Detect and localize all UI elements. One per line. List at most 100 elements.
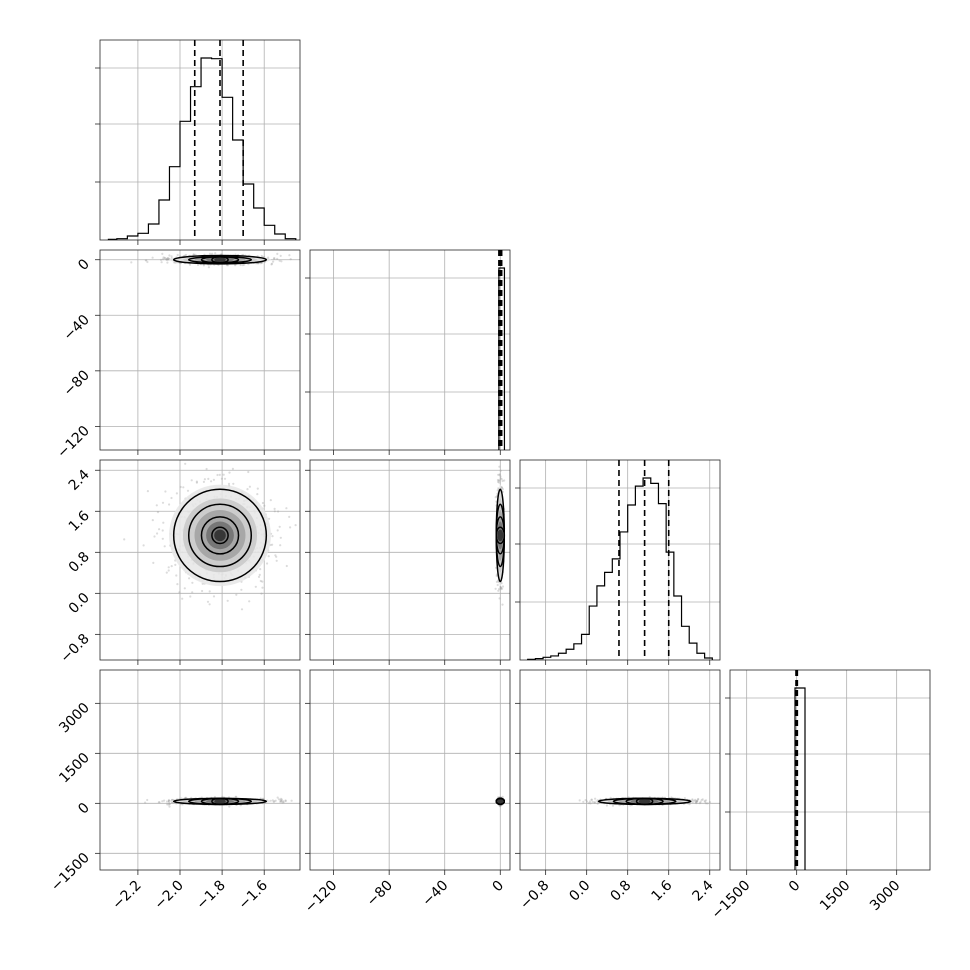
sample-point bbox=[190, 479, 193, 482]
sample-point bbox=[289, 526, 292, 529]
sample-point bbox=[165, 258, 168, 261]
sample-point bbox=[166, 257, 169, 260]
sample-point bbox=[271, 799, 274, 802]
sample-point bbox=[146, 260, 149, 264]
sample-point bbox=[167, 566, 170, 569]
tick-label-x-p2: −0.8 bbox=[517, 878, 552, 913]
tick-label-y-p3: 3000 bbox=[56, 700, 93, 737]
sample-point bbox=[130, 261, 133, 264]
sample-point bbox=[261, 586, 264, 589]
sample-point bbox=[212, 478, 215, 481]
sample-point bbox=[203, 478, 206, 481]
sample-point bbox=[695, 802, 698, 805]
sample-point bbox=[166, 258, 169, 261]
sample-point bbox=[157, 801, 160, 804]
sample-point bbox=[166, 261, 169, 264]
sample-point bbox=[259, 579, 262, 583]
panel-1-1 bbox=[305, 249, 511, 451]
tick-label-x-p0: −2.2 bbox=[109, 878, 144, 913]
sample-point bbox=[254, 585, 257, 588]
sample-point bbox=[161, 529, 164, 532]
sample-point bbox=[228, 471, 231, 474]
sample-point bbox=[706, 802, 709, 805]
sample-point bbox=[282, 801, 285, 804]
sample-point bbox=[499, 477, 502, 480]
sample-point bbox=[277, 510, 280, 513]
sample-point bbox=[278, 525, 281, 528]
sample-point bbox=[279, 536, 282, 539]
sample-point bbox=[222, 473, 225, 476]
sample-point bbox=[496, 480, 500, 483]
sample-point bbox=[270, 262, 274, 265]
sample-point bbox=[173, 261, 176, 264]
sample-point bbox=[221, 795, 224, 798]
panel-frame bbox=[519, 459, 721, 661]
sample-point bbox=[578, 799, 581, 802]
sample-point bbox=[167, 803, 170, 806]
sample-point bbox=[498, 473, 501, 477]
sample-point bbox=[691, 798, 694, 801]
sample-point bbox=[243, 263, 246, 266]
sample-point bbox=[704, 800, 707, 804]
sample-point bbox=[205, 467, 208, 471]
sample-point bbox=[181, 597, 184, 600]
sample-point bbox=[611, 804, 615, 807]
sample-point bbox=[144, 259, 147, 262]
sample-point bbox=[241, 264, 244, 267]
sample-point bbox=[170, 255, 173, 258]
sample-point bbox=[273, 257, 276, 260]
pair-p0-p1 bbox=[130, 252, 292, 269]
sample-point bbox=[248, 485, 251, 488]
sample-point bbox=[156, 532, 159, 535]
sample-point bbox=[159, 258, 163, 261]
sample-point bbox=[167, 569, 170, 572]
contour-3 bbox=[211, 797, 229, 806]
panel-frame bbox=[99, 459, 301, 661]
sample-point bbox=[585, 800, 589, 803]
sample-point bbox=[280, 800, 283, 803]
sample-point bbox=[494, 587, 497, 590]
sample-point bbox=[235, 795, 238, 799]
sample-point bbox=[697, 797, 700, 801]
sample-point bbox=[170, 565, 173, 568]
contour-3 bbox=[635, 797, 654, 806]
tick-label-x-p1: −120 bbox=[302, 878, 341, 917]
sample-point bbox=[185, 253, 188, 257]
sample-point bbox=[174, 563, 177, 567]
sample-point bbox=[276, 252, 279, 255]
sample-point bbox=[279, 800, 282, 803]
panel-frame bbox=[99, 249, 301, 451]
tick-label-x-p2: 1.6 bbox=[648, 877, 675, 904]
sample-point bbox=[162, 521, 165, 524]
tick-label-x-p3: 3000 bbox=[867, 878, 904, 915]
histogram-p2 bbox=[527, 477, 713, 660]
sample-point bbox=[262, 797, 265, 801]
sample-point bbox=[123, 538, 126, 541]
sample-point bbox=[498, 805, 501, 808]
sample-point bbox=[240, 588, 243, 591]
sample-point bbox=[192, 253, 195, 256]
sample-point bbox=[275, 559, 278, 562]
panel-3-1 bbox=[309, 669, 511, 871]
sample-point bbox=[189, 595, 192, 598]
sample-point bbox=[289, 258, 292, 261]
sample-point bbox=[278, 259, 281, 262]
sample-point bbox=[497, 479, 500, 482]
sample-point bbox=[274, 554, 277, 557]
sample-point bbox=[218, 473, 221, 476]
sample-point bbox=[175, 492, 178, 495]
panel-frame bbox=[99, 669, 301, 871]
sample-point bbox=[227, 482, 231, 485]
sample-point bbox=[235, 593, 238, 596]
sample-point bbox=[161, 501, 165, 504]
sample-point bbox=[239, 263, 242, 267]
sample-point bbox=[280, 798, 283, 801]
density-level bbox=[638, 798, 651, 804]
sample-point bbox=[232, 482, 235, 485]
sample-point bbox=[497, 589, 500, 592]
contour-3 bbox=[211, 255, 229, 264]
sample-point bbox=[284, 799, 287, 803]
sample-point bbox=[499, 475, 502, 478]
sample-point bbox=[593, 801, 596, 804]
sample-point bbox=[596, 802, 599, 805]
